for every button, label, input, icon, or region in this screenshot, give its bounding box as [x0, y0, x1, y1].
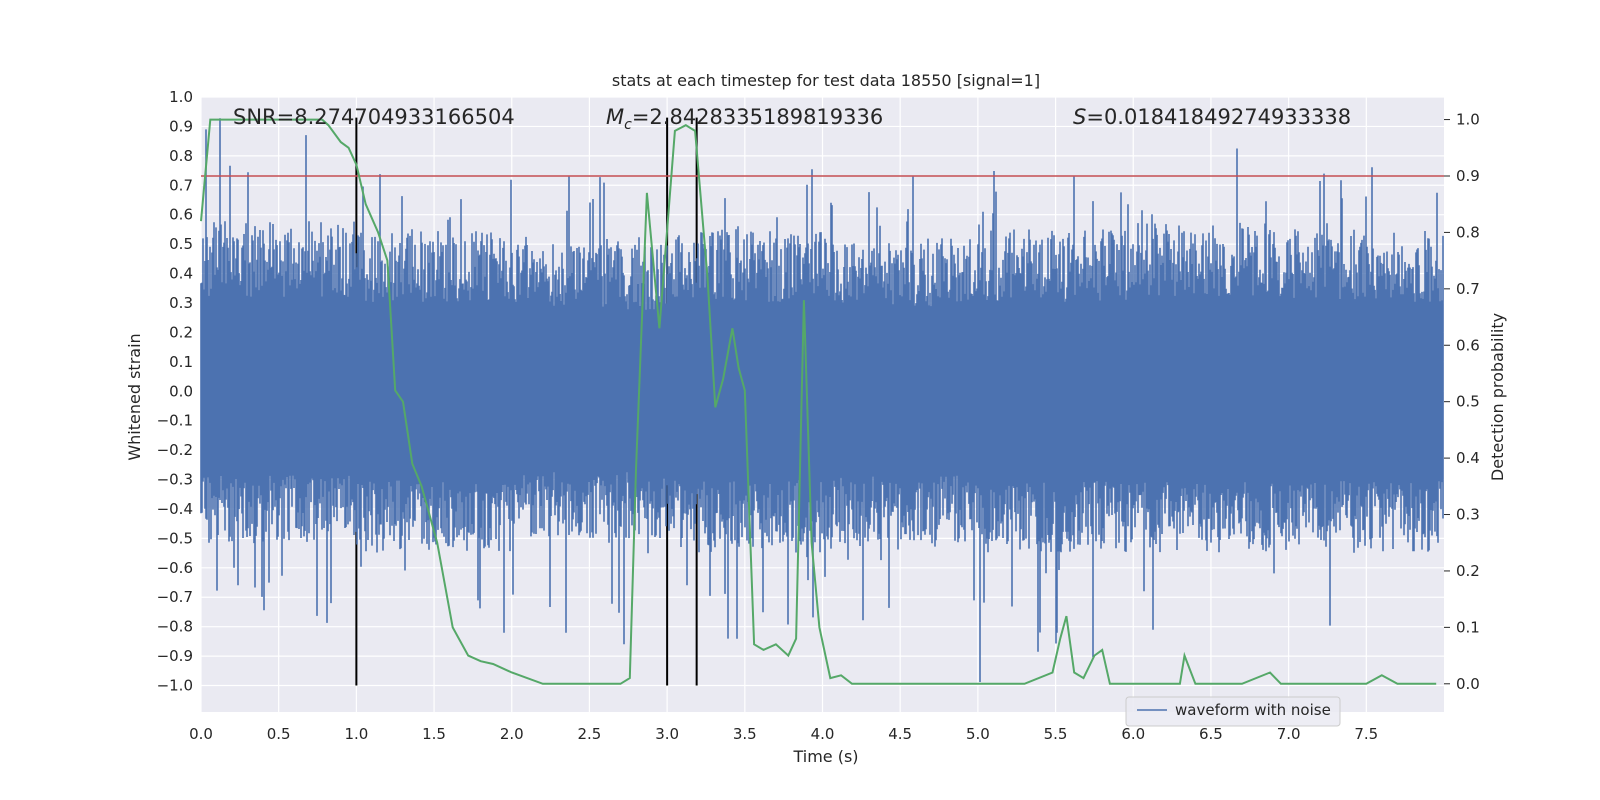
- x-tick-label: 3.5: [733, 725, 757, 743]
- y-tick-label: 0.1: [169, 353, 193, 371]
- s-value: =0.01841849274933338: [1086, 105, 1351, 129]
- y-right-axis-ticks: 1.0 0.9 0.8 0.7 0.6 0.5 0.4 0.3 0.2 0.1 0.0: [1444, 111, 1480, 693]
- x-tick-label: 4.5: [888, 725, 912, 743]
- probability-line: [200, 118, 1437, 685]
- x-tick-label: 1.5: [422, 725, 446, 743]
- y-right-tick-label: 0.7: [1456, 280, 1480, 298]
- y-axis-ticks: 1.0 0.9 0.8 0.7 0.6 0.5 0.4 0.3 0.2 0.1 0.0 −0.1 −0.…: [157, 88, 193, 695]
- waveform-series: [200, 118, 1444, 682]
- y-tick-label: −0.3: [157, 471, 193, 489]
- y-right-tick-label: 0.3: [1456, 506, 1480, 524]
- y-right-tick-label: 0.5: [1456, 393, 1480, 411]
- chirp-mass-subscript: c: [624, 117, 632, 133]
- x-tick-label: 4.0: [811, 725, 835, 743]
- x-tick-label: 6.5: [1199, 725, 1223, 743]
- y-tick-label: 0.6: [169, 206, 193, 224]
- x-tick-label: 0.5: [267, 725, 291, 743]
- x-tick-label: 5.5: [1044, 725, 1068, 743]
- y-tick-label: 0.8: [169, 147, 193, 165]
- chirp-mass-value: =2.8428335189819336: [632, 105, 883, 129]
- y-tick-label: −1.0: [157, 677, 193, 695]
- legend-label: waveform with noise: [1175, 701, 1331, 719]
- y-tick-label: −0.2: [157, 441, 193, 459]
- y-right-tick-label: 1.0: [1456, 111, 1480, 129]
- x-tick-label: 1.0: [344, 725, 368, 743]
- y-right-tick-label: 0.0: [1456, 675, 1480, 693]
- y-tick-label: −0.1: [157, 412, 193, 430]
- x-axis-ticks: 0.0 0.5 1.0 1.5 2.0 2.5 3.0 3.5 4.0 4.5 5.0 5.5 6.0 6…: [189, 725, 1378, 743]
- y-tick-label: 0.9: [169, 117, 193, 135]
- y-tick-label: −0.5: [157, 529, 193, 547]
- y-tick-label: −0.9: [157, 647, 193, 665]
- y-tick-label: 0.2: [169, 323, 193, 341]
- snr-annotation: SNR=8.274704933166504: [233, 105, 515, 129]
- legend: waveform with noise: [1125, 696, 1341, 727]
- y-right-tick-label: 0.6: [1456, 336, 1480, 354]
- y-right-tick-label: 0.1: [1456, 618, 1480, 636]
- s-symbol: S: [1073, 105, 1086, 129]
- y-right-tick-label: 0.8: [1456, 223, 1480, 241]
- y-right-tick-label: 0.4: [1456, 449, 1480, 467]
- y-tick-label: 0.5: [169, 235, 193, 253]
- y-tick-label: 0.7: [169, 176, 193, 194]
- y-right-axis-title: Detection probability: [1488, 313, 1507, 481]
- chart-title: stats at each timestep for test data 185…: [612, 71, 1040, 90]
- chirp-mass-symbol: M: [606, 105, 624, 129]
- x-tick-label: 6.0: [1121, 725, 1145, 743]
- y-right-tick-label: 0.2: [1456, 562, 1480, 580]
- x-tick-label: 3.0: [655, 725, 679, 743]
- probability-series: [200, 118, 1437, 685]
- x-tick-label: 0.0: [189, 725, 213, 743]
- y-axis-title: Whitened strain: [125, 333, 144, 460]
- x-axis-title: Time (s): [792, 747, 858, 766]
- x-tick-label: 2.0: [500, 725, 524, 743]
- y-right-tick-label: 0.9: [1456, 167, 1480, 185]
- legend-box: [1125, 696, 1341, 727]
- chirp-mass-annotation: Mc=2.8428335189819336: [606, 105, 883, 133]
- x-tick-label: 7.5: [1354, 725, 1378, 743]
- y-tick-label: −0.7: [157, 588, 193, 606]
- y-tick-label: 0.4: [169, 265, 193, 283]
- y-tick-label: −0.8: [157, 618, 193, 636]
- x-tick-label: 2.5: [578, 725, 602, 743]
- waveform-trace: [200, 118, 1444, 682]
- y-tick-label: 0.0: [169, 382, 193, 400]
- x-tick-label: 5.0: [966, 725, 990, 743]
- y-tick-label: 1.0: [169, 88, 193, 106]
- y-tick-label: 0.3: [169, 294, 193, 312]
- y-tick-label: −0.6: [157, 559, 193, 577]
- s-annotation: S=0.01841849274933338: [1073, 105, 1351, 129]
- x-tick-label: 7.0: [1277, 725, 1301, 743]
- y-tick-label: −0.4: [157, 500, 193, 518]
